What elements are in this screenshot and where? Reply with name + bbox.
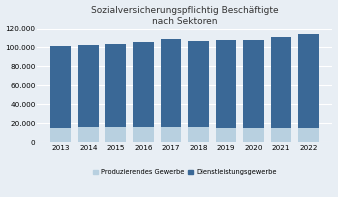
Bar bbox=[161, 39, 181, 127]
Title: Sozialversicherungspflichtig Beschäftigte
nach Sektoren: Sozialversicherungspflichtig Beschäftigt… bbox=[91, 6, 279, 26]
Bar bbox=[298, 128, 319, 142]
Bar bbox=[298, 34, 319, 128]
Bar bbox=[161, 127, 181, 142]
Bar bbox=[105, 44, 126, 127]
Bar bbox=[216, 128, 236, 142]
Bar bbox=[78, 127, 99, 142]
Bar bbox=[243, 40, 264, 128]
Bar bbox=[50, 46, 71, 128]
Bar bbox=[50, 128, 71, 142]
Bar bbox=[271, 37, 291, 128]
Bar bbox=[188, 127, 209, 142]
Bar bbox=[271, 128, 291, 142]
Bar bbox=[105, 127, 126, 142]
Legend: Produzierendes Gewerbe, Dienstleistungsgewerbe: Produzierendes Gewerbe, Dienstleistungsg… bbox=[93, 169, 276, 175]
Bar bbox=[188, 41, 209, 127]
Bar bbox=[216, 40, 236, 128]
Bar bbox=[78, 45, 99, 127]
Bar bbox=[133, 127, 154, 142]
Bar bbox=[243, 128, 264, 142]
Bar bbox=[133, 42, 154, 127]
